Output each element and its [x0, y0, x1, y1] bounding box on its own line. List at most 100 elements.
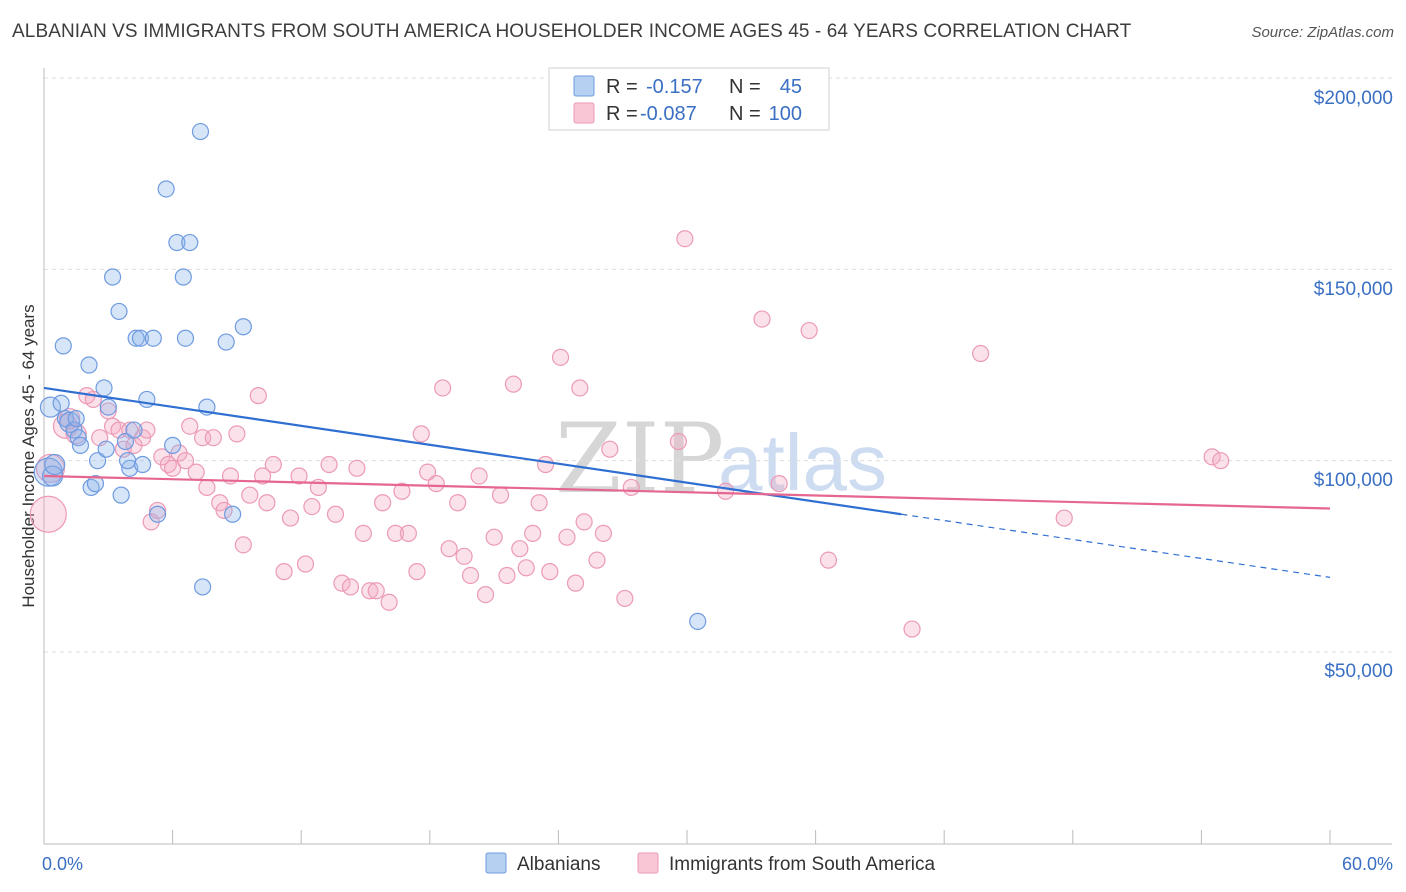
- data-point-albanians: [95, 379, 113, 397]
- data-point-south-america: [819, 551, 838, 569]
- legend-r-value: -0.157: [646, 76, 703, 98]
- data-point-albanians: [164, 436, 182, 454]
- data-point-south-america: [972, 344, 990, 363]
- data-point-albanians: [168, 233, 186, 252]
- data-point-south-america: [427, 475, 445, 493]
- legend-r-label: R =: [606, 76, 638, 98]
- data-point-south-america: [470, 467, 488, 485]
- watermark-zip: ZIP: [555, 403, 724, 515]
- data-point-south-america: [716, 482, 735, 500]
- data-point-south-america: [558, 528, 576, 546]
- gridlines: [44, 77, 1392, 653]
- data-point-albanians: [112, 486, 130, 504]
- data-point-south-america: [254, 467, 272, 485]
- data-point-south-america: [367, 582, 385, 600]
- source-label: Source: ZipAtlas.com: [1251, 24, 1394, 41]
- data-point-south-america: [485, 528, 503, 546]
- trend-line-albanians-extension: [901, 513, 1331, 578]
- y-tick-label: $100,000: [1314, 470, 1393, 491]
- data-point-south-america: [138, 421, 156, 439]
- data-point-albanians: [88, 452, 107, 470]
- data-point-south-america: [393, 482, 411, 500]
- bottom-legend: Albanians Immigrants from South America: [485, 852, 936, 875]
- data-point-south-america: [903, 620, 921, 638]
- data-point-south-america: [204, 429, 222, 447]
- data-point-albanians: [133, 455, 152, 474]
- data-point-south-america: [234, 536, 252, 554]
- data-point-albanians: [86, 475, 105, 493]
- series-south-america-points: [29, 230, 1230, 638]
- data-point-south-america: [498, 566, 516, 585]
- data-point-south-america: [536, 455, 555, 474]
- data-point-south-america: [517, 559, 535, 577]
- x-tick-label-min: 0.0%: [42, 854, 83, 874]
- bottom-legend-label-south-america: Immigrants from South America: [669, 854, 936, 875]
- data-point-south-america: [29, 495, 67, 533]
- data-point-south-america: [476, 585, 495, 604]
- data-point-albanians: [131, 329, 150, 347]
- bottom-legend-swatch-south-america: [637, 852, 659, 874]
- data-point-albanians: [224, 505, 242, 523]
- y-axis-title: Householder Income Ages 45 - 64 years: [19, 304, 38, 607]
- data-point-south-america: [551, 348, 570, 366]
- data-point-south-america: [241, 486, 259, 504]
- legend-n-value: 45: [780, 76, 802, 98]
- data-point-south-america: [770, 475, 788, 493]
- data-point-south-america: [275, 563, 293, 581]
- series-albanians-points: [33, 122, 707, 630]
- data-point-south-america: [164, 459, 182, 477]
- data-point-south-america: [419, 463, 437, 481]
- data-point-south-america: [176, 452, 195, 470]
- data-point-south-america: [348, 459, 366, 477]
- data-point-albanians: [52, 394, 70, 412]
- data-point-albanians: [39, 396, 62, 418]
- data-point-south-america: [1212, 452, 1230, 470]
- bottom-legend-swatch-albanians: [485, 852, 507, 874]
- data-point-south-america: [326, 505, 345, 523]
- data-point-albanians: [80, 356, 98, 374]
- trend-line-south-america: [43, 474, 1331, 510]
- data-point-south-america: [249, 387, 267, 405]
- bottom-legend-label-albanians: Albanians: [517, 854, 600, 875]
- x-axis-ticks: [43, 830, 1331, 844]
- data-point-south-america: [399, 524, 417, 542]
- data-point-south-america: [669, 432, 688, 451]
- legend-n-value: 100: [769, 103, 802, 125]
- data-point-south-america: [374, 494, 392, 512]
- data-point-south-america: [380, 593, 398, 611]
- data-point-south-america: [258, 494, 276, 512]
- data-point-albanians: [125, 421, 143, 439]
- data-point-south-america: [530, 494, 548, 512]
- data-point-south-america: [622, 478, 640, 497]
- data-point-albanians: [181, 233, 199, 252]
- data-point-south-america: [571, 379, 589, 397]
- data-point-albanians: [194, 578, 212, 596]
- y-tick-label: $50,000: [1324, 661, 1393, 682]
- data-point-south-america: [320, 455, 338, 474]
- data-point-south-america: [449, 494, 467, 512]
- data-point-albanians: [99, 398, 117, 416]
- data-point-albanians: [234, 318, 252, 336]
- data-point-south-america: [601, 440, 619, 458]
- data-point-albanians: [127, 329, 145, 347]
- data-point-south-america: [434, 379, 452, 397]
- legend-n-label: N =: [729, 76, 761, 98]
- legend-swatch-south-america: [573, 102, 595, 124]
- data-point-south-america: [281, 509, 300, 527]
- data-point-albanians: [54, 337, 72, 355]
- data-point-albanians: [44, 453, 66, 476]
- data-point-south-america: [408, 563, 426, 581]
- data-point-south-america: [187, 463, 205, 481]
- data-point-south-america: [1203, 448, 1221, 466]
- data-point-south-america: [1055, 509, 1073, 527]
- data-point-south-america: [440, 540, 458, 558]
- data-point-south-america: [303, 497, 321, 516]
- data-point-south-america: [361, 582, 379, 600]
- data-point-south-america: [296, 555, 315, 573]
- legend-swatch-albanians: [573, 75, 595, 97]
- legend-r-label: R =: [606, 103, 638, 125]
- data-point-albanians: [103, 268, 122, 286]
- legend-r-value: -0.087: [640, 103, 697, 125]
- data-point-south-america: [181, 417, 199, 435]
